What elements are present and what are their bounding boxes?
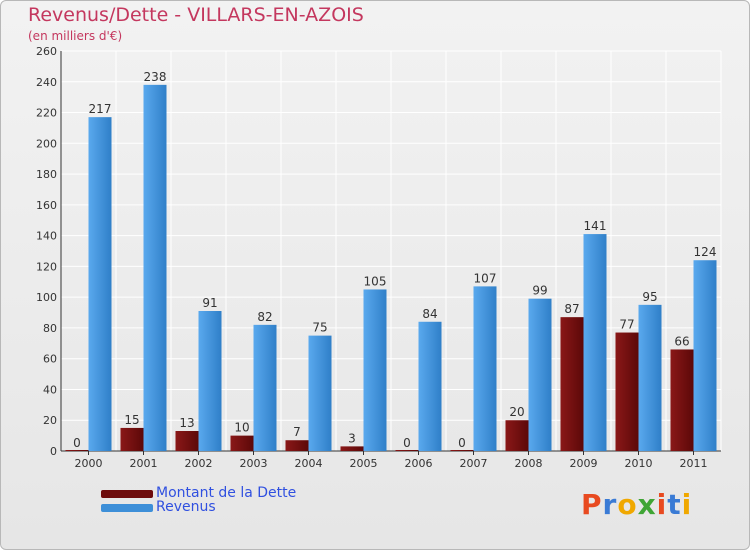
bar-dette (670, 349, 694, 451)
data-label-revenus: 238 (144, 70, 167, 84)
bar-dette (615, 332, 639, 451)
legend-swatch-revenus (101, 504, 153, 512)
logo-letter: i (656, 488, 668, 521)
bar-dette (505, 420, 529, 451)
bar-dette (560, 317, 584, 451)
bar-dette (395, 450, 419, 451)
x-tick-label: 2009 (570, 457, 598, 470)
x-tick-label: 2010 (625, 457, 653, 470)
data-label-revenus: 99 (532, 284, 547, 298)
y-tick-label: 160 (36, 199, 57, 212)
data-label-revenus: 217 (89, 102, 112, 116)
y-tick-label: 120 (36, 260, 57, 273)
data-label-dette: 66 (674, 334, 689, 348)
data-label-dette: 15 (124, 413, 139, 427)
y-tick-label: 40 (43, 383, 57, 396)
bar-dette (175, 431, 199, 451)
data-label-revenus: 84 (422, 307, 437, 321)
data-label-dette: 20 (509, 405, 524, 419)
y-tick-label: 180 (36, 168, 57, 181)
chart-title: Revenus/Dette - VILLARS-EN-AZOIS (28, 4, 364, 26)
bar-revenus (308, 335, 332, 451)
legend-label-dette: Montant de la Dette (156, 485, 297, 501)
data-label-revenus: 141 (584, 219, 607, 233)
y-tick-label: 220 (36, 107, 57, 120)
logo-letter: r (602, 488, 618, 521)
data-label-dette: 3 (348, 431, 356, 445)
data-label-revenus: 75 (312, 321, 327, 335)
data-label-revenus: 107 (474, 271, 497, 285)
x-tick-label: 2008 (515, 457, 543, 470)
x-tick-label: 2007 (460, 457, 488, 470)
data-label-revenus: 105 (364, 274, 387, 288)
x-tick-label: 2001 (130, 457, 158, 470)
bar-revenus (528, 298, 552, 451)
bar-revenus (693, 260, 717, 451)
y-tick-label: 0 (50, 445, 57, 458)
data-label-revenus: 124 (694, 245, 717, 259)
bar-dette (65, 450, 89, 451)
data-label-dette: 0 (458, 436, 466, 450)
bar-dette (285, 440, 309, 451)
bar-revenus (143, 84, 167, 451)
bar-revenus (198, 311, 222, 451)
y-tick-label: 200 (36, 137, 57, 150)
logo-letter: o (617, 488, 638, 521)
logo-letter: x (637, 488, 657, 521)
x-tick-label: 2002 (185, 457, 213, 470)
data-label-dette: 87 (564, 302, 579, 316)
proxiti-logo: Proxiti (581, 488, 692, 521)
bar-revenus (638, 304, 662, 451)
data-label-dette: 0 (73, 436, 81, 450)
logo-letter: P (581, 488, 603, 521)
y-tick-label: 100 (36, 291, 57, 304)
x-tick-label: 2003 (240, 457, 268, 470)
bar-dette (120, 427, 144, 451)
data-label-revenus: 82 (257, 310, 272, 324)
x-tick-label: 2000 (75, 457, 103, 470)
bar-revenus (253, 324, 277, 451)
data-label-dette: 77 (619, 318, 634, 332)
logo-letter: i (681, 488, 693, 521)
x-tick-label: 2005 (350, 457, 378, 470)
data-label-dette: 7 (293, 425, 301, 439)
y-tick-label: 60 (43, 353, 57, 366)
y-tick-label: 260 (36, 45, 57, 58)
bar-revenus (88, 117, 112, 452)
x-tick-label: 2006 (405, 457, 433, 470)
legend-label-revenus: Revenus (156, 499, 216, 515)
bar-dette (340, 446, 364, 451)
data-label-dette: 0 (403, 436, 411, 450)
data-label-dette: 13 (179, 416, 194, 430)
bar-dette (450, 450, 474, 451)
data-label-revenus: 95 (642, 290, 657, 304)
bar-revenus (418, 321, 442, 451)
y-tick-label: 20 (43, 414, 57, 427)
chart-subtitle: (en milliers d'€) (28, 29, 123, 43)
bar-revenus (583, 234, 607, 451)
bar-revenus (473, 286, 497, 451)
y-tick-label: 80 (43, 322, 57, 335)
data-label-dette: 10 (234, 421, 249, 435)
y-tick-label: 240 (36, 76, 57, 89)
legend-swatch-dette (101, 490, 153, 498)
x-tick-label: 2004 (295, 457, 323, 470)
data-label-revenus: 91 (202, 296, 217, 310)
y-tick-label: 140 (36, 230, 57, 243)
bar-dette (230, 435, 254, 451)
logo-letter: t (667, 488, 682, 521)
bar-revenus (363, 289, 387, 451)
x-tick-label: 2011 (680, 457, 708, 470)
